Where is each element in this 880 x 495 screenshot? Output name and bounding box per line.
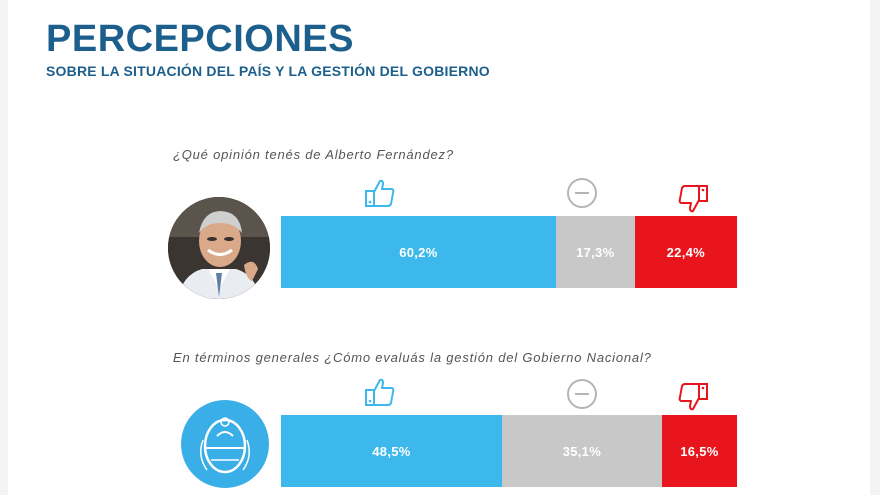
thumbs-up-icon — [365, 378, 395, 406]
neutral-face-icon — [567, 178, 597, 208]
question-1: ¿Qué opinión tenés de Alberto Fernández? — [173, 147, 454, 162]
avatar-alberto-fernandez — [168, 197, 270, 299]
bar-segment-negative: 16,5% — [661, 415, 737, 487]
bar-segment-neutral: 17,3% — [555, 216, 635, 288]
bar-segment-negative: 22,4% — [634, 216, 737, 288]
thumbs-down-icon — [678, 185, 708, 213]
bar-segment-positive: 48,5% — [281, 415, 502, 487]
infographic: PERCEPCIONES SOBRE LA SITUACIÓN DEL PAÍS… — [8, 0, 870, 495]
bar-chart-2: 48,5% 35,1% 16,5% — [281, 415, 737, 487]
thumbs-down-icon — [678, 383, 708, 411]
bar-segment-neutral: 35,1% — [501, 415, 662, 487]
thumbs-up-icon — [365, 179, 395, 207]
bar-segment-positive: 60,2% — [281, 216, 556, 288]
bar-chart-1: 60,2% 17,3% 22,4% — [281, 216, 737, 288]
neutral-face-icon — [567, 379, 597, 409]
page-title: PERCEPCIONES — [46, 18, 354, 60]
question-2: En términos generales ¿Cómo evaluás la g… — [173, 350, 652, 365]
national-emblem-icon — [181, 400, 269, 488]
page-subtitle: SOBRE LA SITUACIÓN DEL PAÍS Y LA GESTIÓN… — [46, 63, 490, 79]
